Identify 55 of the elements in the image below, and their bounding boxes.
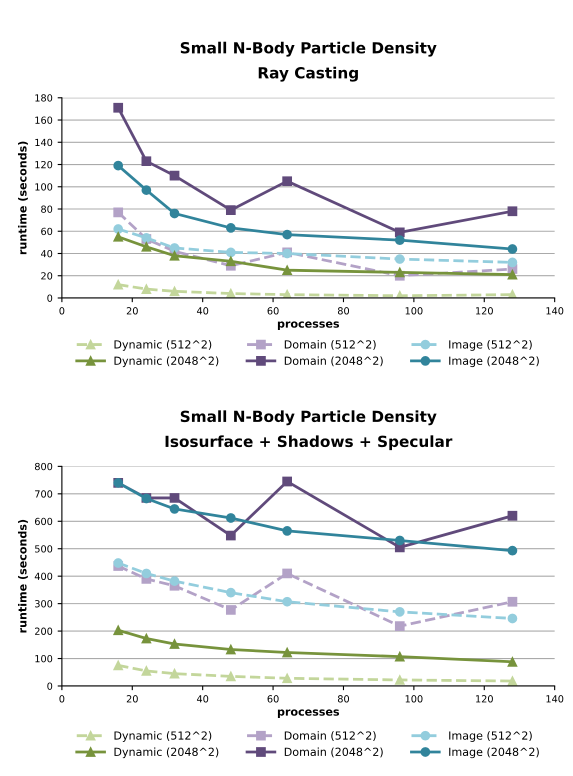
legend-label: Dynamic (512^2) <box>114 731 212 742</box>
chart-subtitle: Isosurface + Shadows + Specular <box>166 435 452 450</box>
y-tick-label: 40 <box>40 250 52 258</box>
y-tick-label: 300 <box>35 600 52 608</box>
y-tick-label: 80 <box>41 205 52 213</box>
y-tick-label: 140 <box>35 138 52 146</box>
y-tick-label: 200 <box>35 628 52 635</box>
legend-label: Dynamic (2048^2) <box>114 747 218 758</box>
chart-subtitle: Ray Casting <box>258 66 358 82</box>
y-axis-title: runtime (seconds) <box>18 142 28 254</box>
y-tick-label: 100 <box>35 655 52 662</box>
chart-title: Small N-Body Particle Density <box>180 410 437 426</box>
legend-label: Image (512^2) <box>449 731 532 742</box>
legend-label: Domain (2048^2) <box>284 356 383 366</box>
y-tick-label: 0 <box>47 682 52 690</box>
x-tick-label: 0 <box>59 695 64 703</box>
x-tick-label: 40 <box>196 307 208 315</box>
x-axis-title: processes <box>278 321 340 330</box>
x-tick-label: 40 <box>196 695 208 703</box>
legend-label: Domain (512^2) <box>284 731 376 742</box>
y-tick-label: 700 <box>35 490 52 498</box>
x-tick-label: 140 <box>546 307 564 315</box>
x-tick-label: 120 <box>476 307 493 315</box>
y-tick-label: 100 <box>35 183 52 191</box>
y-tick-label: 120 <box>35 160 52 168</box>
chart-title: Small N-Body Particle Density <box>180 42 437 57</box>
x-tick-label: 80 <box>338 307 350 315</box>
y-tick-label: 60 <box>41 228 52 236</box>
y-tick-label: 600 <box>34 518 52 526</box>
x-tick-label: 80 <box>338 695 350 703</box>
x-axis-title: processes <box>278 709 340 718</box>
legend-label: Domain (512^2) <box>284 340 376 350</box>
x-tick-label: 60 <box>268 695 279 703</box>
y-tick-label: 400 <box>34 572 52 580</box>
y-axis-title: runtime (seconds) <box>18 520 28 632</box>
y-tick-label: 20 <box>41 272 52 280</box>
x-tick-label: 140 <box>546 695 564 703</box>
x-tick-label: 100 <box>406 695 422 703</box>
legend-label: Image (512^2) <box>449 340 532 351</box>
legend-label: Image (2048^2) <box>449 747 539 758</box>
legend-label: Image (2048^2) <box>449 356 539 368</box>
y-tick-label: 0 <box>47 294 52 302</box>
legend-label: Domain (2048^2) <box>284 747 383 758</box>
legend-label: Dynamic (512^2) <box>114 340 212 351</box>
legend-label: Dynamic (2048^2) <box>114 356 218 368</box>
x-tick-label: 60 <box>268 307 279 315</box>
y-tick-label: 180 <box>35 94 52 102</box>
x-tick-label: 120 <box>476 695 493 703</box>
x-tick-label: 100 <box>406 307 422 315</box>
x-tick-label: 0 <box>59 307 64 315</box>
y-tick-label: 500 <box>35 545 52 553</box>
y-tick-label: 800 <box>34 462 52 470</box>
x-tick-label: 20 <box>126 695 138 703</box>
x-tick-label: 20 <box>126 307 138 315</box>
y-tick-label: 160 <box>35 116 52 124</box>
